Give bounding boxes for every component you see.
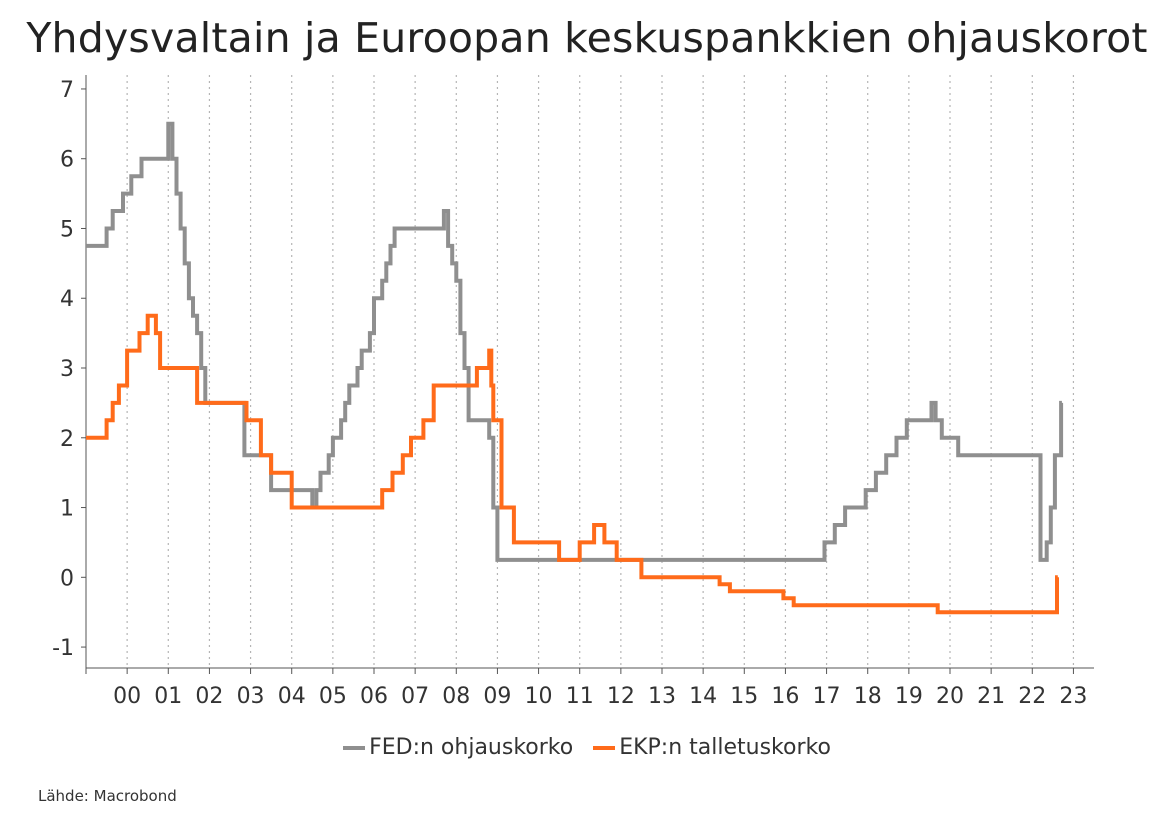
legend-label-fed: FED:n ohjauskorko	[369, 735, 574, 760]
x-tick-label: 19	[895, 684, 923, 709]
x-tick-label: 18	[854, 684, 882, 709]
y-tick-label: 1	[60, 497, 74, 522]
y-tick-label: 3	[60, 357, 74, 382]
x-tick-label: 01	[154, 684, 182, 709]
y-tick-label: 7	[60, 78, 74, 103]
legend-swatch-fed	[343, 745, 366, 750]
x-tick-label: 03	[237, 684, 265, 709]
series-line-fed	[86, 121, 1064, 562]
x-tick-label: 12	[607, 684, 635, 709]
x-tick-label: 17	[813, 684, 841, 709]
legend-label-ekp: EKP:n talletuskorko	[619, 735, 831, 760]
axis-layer	[81, 75, 1094, 674]
y-tick-label: 2	[60, 427, 74, 452]
x-tick-label: 13	[648, 684, 676, 709]
x-tick-label: 02	[195, 684, 223, 709]
x-tick-label: 20	[936, 684, 964, 709]
chart-title: Yhdysvaltain ja Euroopan keskuspankkien …	[26, 14, 1148, 62]
x-tick-label: 11	[566, 684, 594, 709]
x-tick-label: 06	[360, 684, 388, 709]
x-tick-label: 23	[1059, 684, 1087, 709]
series-layer	[86, 121, 1064, 615]
y-tick-label: -1	[52, 636, 74, 661]
grid-layer	[126, 75, 1075, 668]
legend-item-fed: FED:n ohjauskorko	[343, 735, 573, 760]
x-tick-label: 08	[442, 684, 470, 709]
x-tick-label: 10	[525, 684, 553, 709]
x-tick-label: 15	[730, 684, 758, 709]
x-tick-label: 09	[483, 684, 511, 709]
y-tick-label: 6	[60, 148, 74, 173]
legend: FED:n ohjauskorko EKP:n talletuskorko	[0, 735, 1174, 760]
x-tick-label: 00	[113, 684, 141, 709]
y-tick-label: 0	[60, 566, 74, 591]
x-tick-label: 07	[401, 684, 429, 709]
x-tick-label: 04	[278, 684, 306, 709]
legend-item-ekp: EKP:n talletuskorko	[593, 735, 831, 760]
y-tick-label: 5	[60, 217, 74, 242]
x-tick-label: 14	[689, 684, 717, 709]
x-tick-label: 05	[319, 684, 347, 709]
x-tick-label: 22	[1018, 684, 1046, 709]
series-line-ekp	[86, 313, 1059, 615]
source-note: Lähde: Macrobond	[38, 787, 177, 805]
y-tick-label: 4	[60, 287, 74, 312]
legend-swatch-ekp	[593, 745, 616, 750]
x-tick-label: 21	[977, 684, 1005, 709]
x-tick-label: 16	[771, 684, 799, 709]
